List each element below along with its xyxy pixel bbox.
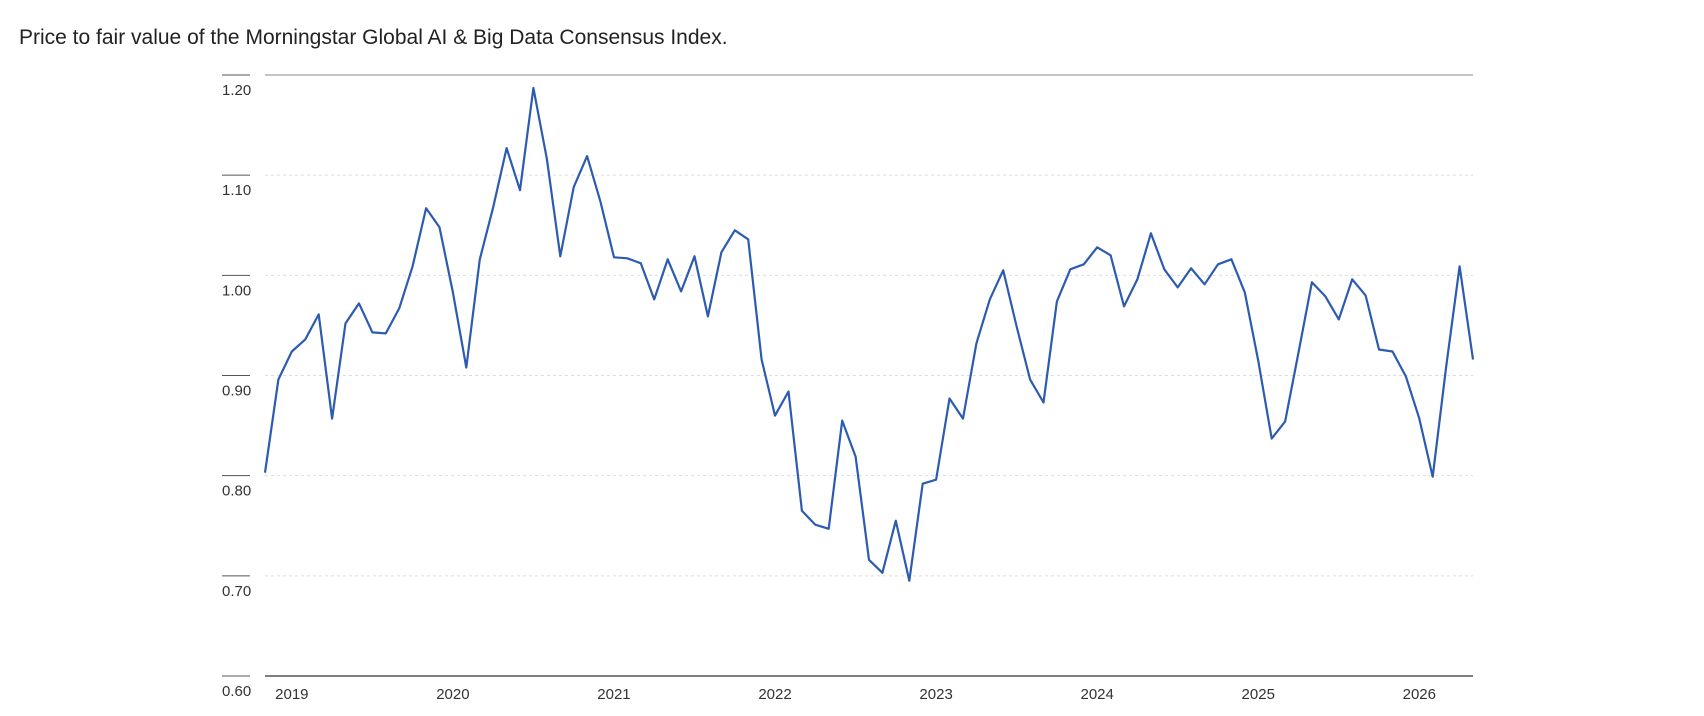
y-tick-label: 0.90: [222, 383, 251, 400]
chart-title: Price to fair value of the Morningstar G…: [19, 26, 728, 49]
y-tick-label: 0.60: [222, 683, 251, 700]
x-tick-label: 2022: [758, 686, 791, 703]
x-tick-label: 2019: [275, 686, 308, 703]
x-tick-label: 2024: [1080, 686, 1113, 703]
x-tick-label: 2021: [597, 686, 630, 703]
y-tick-label: 1.10: [222, 182, 251, 199]
y-tick-label: 0.80: [222, 483, 251, 500]
x-tick-label: 2025: [1242, 686, 1275, 703]
x-tick-label: 2020: [436, 686, 469, 703]
x-tick-label: 2023: [919, 686, 952, 703]
y-tick-label: 0.70: [222, 583, 251, 600]
y-tick-label: 1.20: [222, 82, 251, 99]
x-tick-label: 2026: [1403, 686, 1436, 703]
line-series: [263, 86, 1475, 582]
y-tick-label: 1.00: [222, 282, 251, 299]
